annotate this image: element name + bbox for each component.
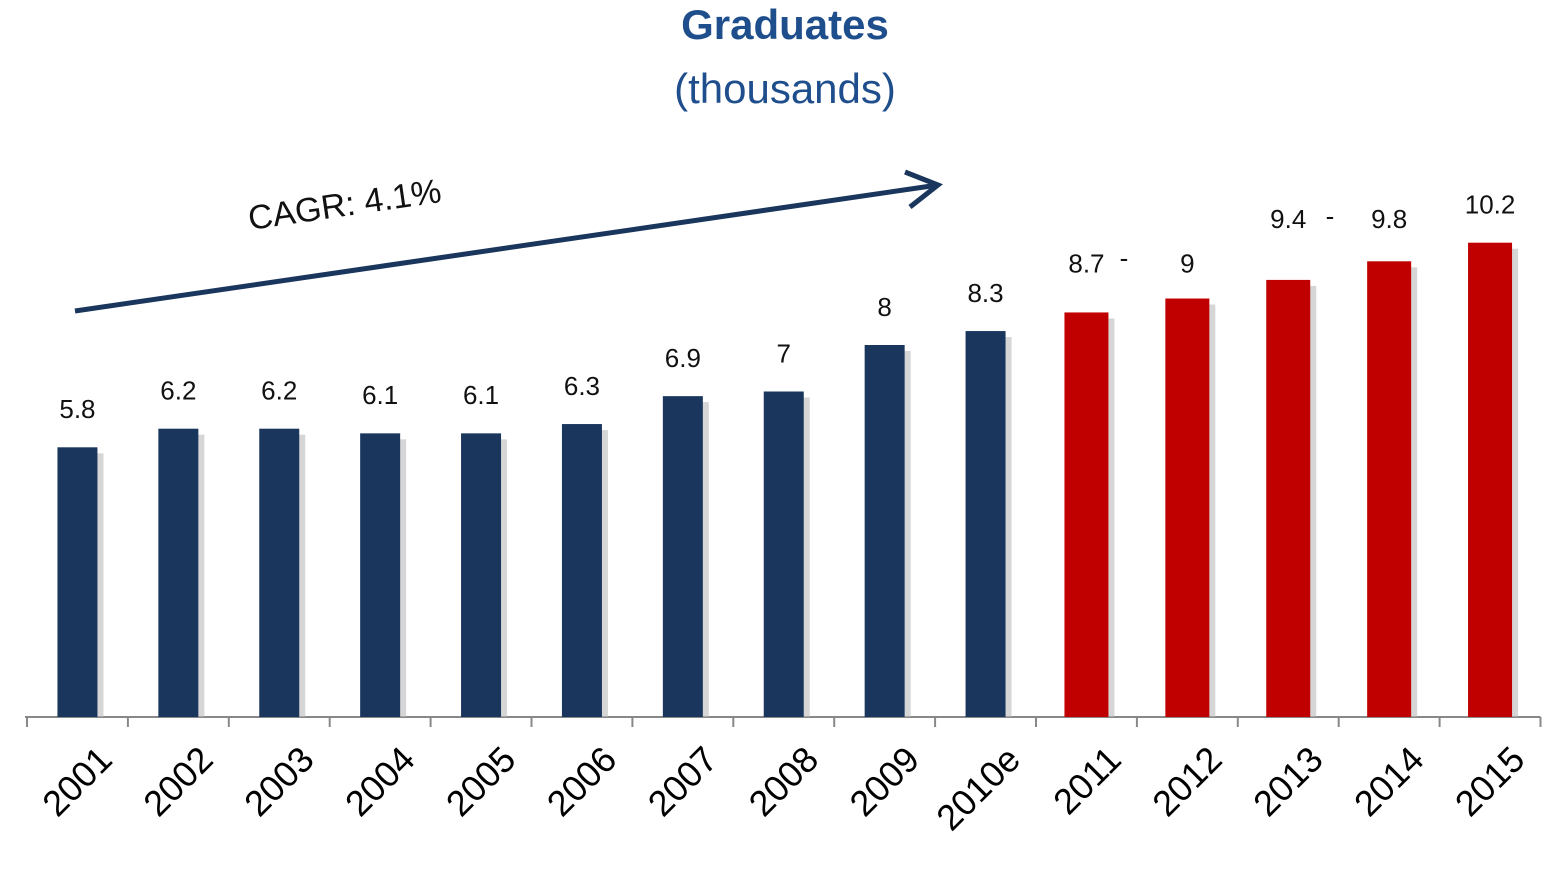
bar xyxy=(1064,312,1109,717)
chart-subtitle: (thousands) xyxy=(674,65,896,112)
data-label: 9.4 xyxy=(1270,204,1306,234)
data-label: 6.3 xyxy=(564,371,600,401)
data-label: 8 xyxy=(877,292,891,322)
bar xyxy=(158,428,199,717)
x-tick-label: 2004 xyxy=(337,738,423,824)
data-label: 9.8 xyxy=(1371,204,1407,234)
x-tick-label: 2005 xyxy=(438,738,524,824)
bar xyxy=(1165,298,1210,717)
bar xyxy=(1266,279,1311,717)
x-tick-label: 2002 xyxy=(135,738,221,824)
bar xyxy=(763,391,804,717)
x-tick-label: 2014 xyxy=(1346,738,1432,824)
bar xyxy=(1468,242,1513,717)
cagr-label: CAGR: 4.1% xyxy=(246,172,444,238)
bar xyxy=(662,396,703,717)
bar xyxy=(864,345,905,717)
data-label: 6.2 xyxy=(261,376,297,406)
data-label: 7 xyxy=(777,338,791,368)
data-label: 9 xyxy=(1180,248,1194,278)
bar xyxy=(965,331,1006,717)
x-tick-label: 2011 xyxy=(1045,738,1129,822)
data-label: 6.2 xyxy=(160,376,196,406)
x-tick-label: 2008 xyxy=(741,738,827,824)
x-tick-label: 2013 xyxy=(1245,738,1331,824)
range-dash: - xyxy=(1120,243,1129,273)
range-dash: - xyxy=(1326,201,1335,231)
bar xyxy=(561,424,602,717)
data-label: 6.1 xyxy=(362,380,398,410)
cagr-arrow xyxy=(74,169,943,314)
x-tick-label: 2010e xyxy=(928,738,1028,838)
data-label: 6.1 xyxy=(463,380,499,410)
x-tick-label: 2003 xyxy=(236,738,322,824)
bar xyxy=(259,428,300,717)
data-label: 8.3 xyxy=(967,278,1003,308)
data-label: 5.8 xyxy=(59,394,95,424)
bar xyxy=(57,447,98,717)
x-tick-label: 2006 xyxy=(539,738,625,824)
data-label: 8.7 xyxy=(1068,248,1104,278)
x-tick-label: 2015 xyxy=(1447,738,1533,824)
x-tick-label: 2007 xyxy=(640,738,726,824)
x-tick-label: 2009 xyxy=(841,738,927,824)
x-tick-label: 2012 xyxy=(1144,738,1230,824)
bar xyxy=(1367,261,1412,717)
bar xyxy=(461,433,502,717)
data-label: 10.2 xyxy=(1465,190,1516,220)
x-tick-label: 2001 xyxy=(34,738,120,824)
chart-title: Graduates xyxy=(681,1,889,48)
bar xyxy=(360,433,401,717)
data-label: 6.9 xyxy=(665,343,701,373)
